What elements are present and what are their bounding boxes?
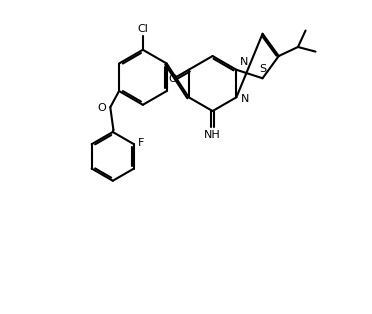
Text: Cl: Cl [137, 24, 148, 34]
Text: S: S [259, 64, 266, 74]
Text: N: N [241, 94, 249, 104]
Text: NH: NH [204, 130, 221, 140]
Text: O: O [98, 103, 106, 113]
Text: N: N [240, 57, 248, 67]
Text: O: O [168, 74, 177, 84]
Text: F: F [138, 138, 144, 148]
